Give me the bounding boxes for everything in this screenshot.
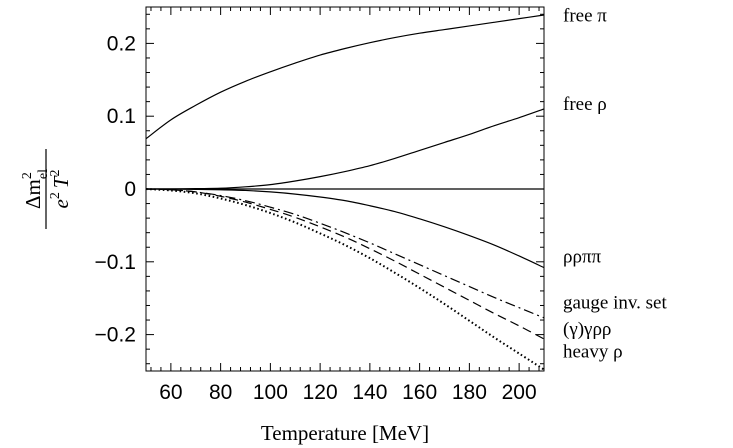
x-axis-label: Temperature [MeV]	[261, 421, 429, 445]
y-tick-label: 0	[124, 178, 136, 201]
y-tick-label: −0.2	[95, 324, 136, 347]
ylabel-den-a-sup: 2	[48, 192, 63, 199]
svg-text:Δm2el: Δm2el	[20, 169, 51, 209]
y-tick-label: −0.1	[95, 251, 136, 274]
x-tick-label: 200	[502, 381, 537, 404]
series-line--	[145, 188, 545, 340]
series-line-heavy-	[145, 188, 545, 371]
series-line--	[145, 188, 545, 269]
x-tick-label: 60	[159, 381, 182, 404]
series-lines	[145, 14, 545, 371]
series-labels: free π free ρ ρρππ gauge inv. set (γ)γρρheav…	[563, 6, 667, 363]
series-label: (γ)γρρ	[563, 319, 611, 340]
x-tick-labels: 60 80 100 120 140 160 180 200	[159, 381, 536, 404]
x-tick-label: 100	[253, 381, 288, 404]
tick-marks	[146, 7, 544, 371]
series-label: heavy ρ	[563, 341, 623, 362]
ylabel-num-base: Δm	[21, 179, 45, 209]
series-label: free ρ	[563, 94, 607, 115]
y-tick-label: 0.2	[107, 32, 136, 55]
x-tick-label: 160	[402, 381, 437, 404]
series-label: free π	[563, 6, 607, 27]
series-label: gauge inv. set	[563, 293, 667, 314]
x-tick-label: 140	[352, 381, 387, 404]
y-axis-label: Δm2el e2T2	[20, 149, 73, 229]
x-tick-label: 180	[452, 381, 487, 404]
series-line-free-	[145, 14, 545, 140]
x-tick-label: 80	[209, 381, 232, 404]
ylabel-num-sub: el	[36, 169, 51, 179]
y-tick-labels: −0.2 −0.1 0 0.1 0.2	[95, 32, 136, 346]
x-tick-label: 120	[303, 381, 338, 404]
series-label: ρρππ	[563, 247, 602, 268]
y-tick-label: 0.1	[107, 105, 136, 128]
series-line-free-	[145, 108, 545, 190]
ylabel-den-b: T	[49, 175, 73, 188]
series-line-gauge-inv-set	[145, 188, 545, 319]
ylabel-den-a: e	[49, 199, 73, 208]
ylabel-den-b-sup: 2	[48, 169, 63, 176]
ylabel-num-sup: 2	[20, 172, 35, 179]
svg-text:e2T2: e2T2	[48, 169, 73, 208]
